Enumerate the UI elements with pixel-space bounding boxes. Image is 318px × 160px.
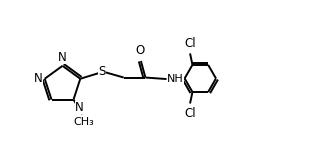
Text: S: S: [98, 65, 106, 78]
Text: N: N: [58, 51, 67, 64]
Text: O: O: [135, 44, 145, 57]
Text: NH: NH: [167, 74, 183, 84]
Text: CH₃: CH₃: [73, 117, 94, 127]
Text: N: N: [75, 101, 84, 114]
Text: N: N: [34, 72, 43, 85]
Text: Cl: Cl: [184, 37, 196, 50]
Text: Cl: Cl: [184, 107, 196, 120]
